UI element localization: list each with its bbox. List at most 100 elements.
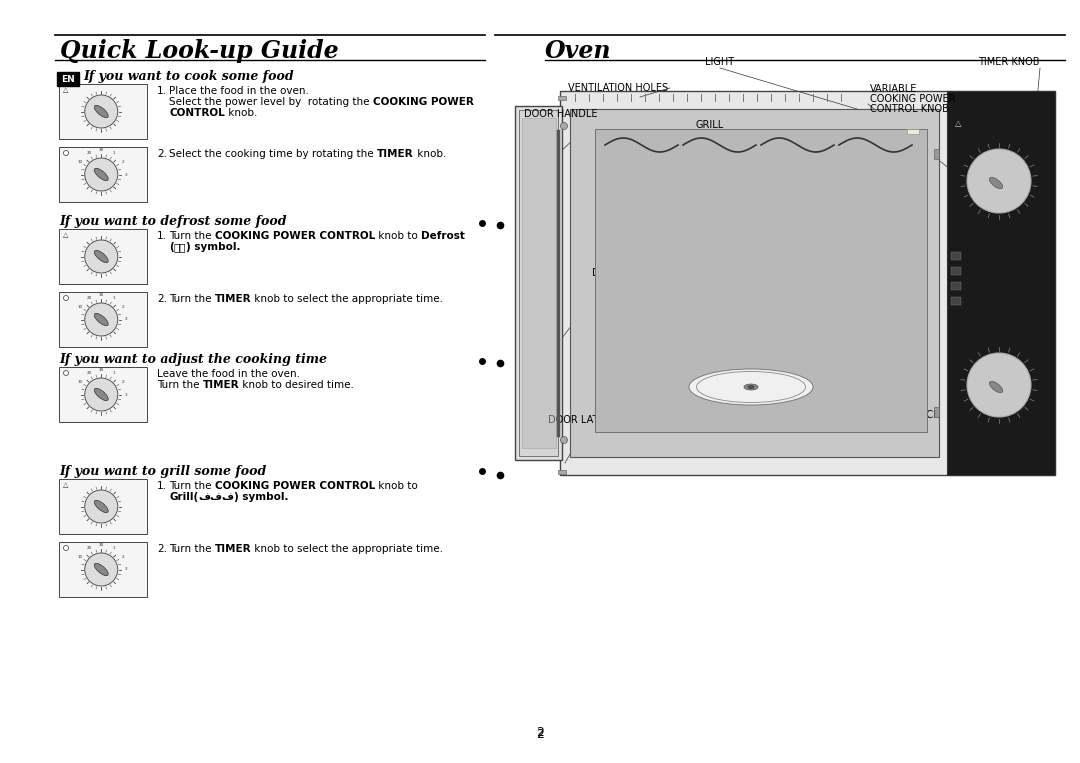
Text: Turn the: Turn the bbox=[157, 380, 203, 390]
Text: knob to: knob to bbox=[375, 231, 421, 241]
FancyBboxPatch shape bbox=[59, 147, 147, 202]
FancyBboxPatch shape bbox=[951, 252, 961, 260]
Text: 1.: 1. bbox=[157, 231, 167, 241]
Text: SAFETY INTERLOCK: SAFETY INTERLOCK bbox=[845, 410, 940, 420]
Text: Grill(: Grill( bbox=[168, 492, 199, 502]
Text: △: △ bbox=[63, 232, 68, 238]
Text: DOOR HANDLE: DOOR HANDLE bbox=[525, 109, 598, 119]
Ellipse shape bbox=[744, 384, 758, 390]
Text: TIMER: TIMER bbox=[215, 294, 252, 304]
Text: Turn the: Turn the bbox=[168, 481, 215, 491]
Text: ROLLER RING: ROLLER RING bbox=[835, 308, 901, 318]
FancyBboxPatch shape bbox=[951, 297, 961, 305]
Text: △: △ bbox=[955, 119, 961, 128]
Text: 3: 3 bbox=[124, 172, 127, 176]
Circle shape bbox=[64, 150, 68, 156]
Text: Defrost: Defrost bbox=[421, 231, 464, 241]
FancyBboxPatch shape bbox=[59, 542, 147, 597]
Text: Select the power level by  rotating the: Select the power level by rotating the bbox=[168, 97, 373, 107]
Text: TIMER KNOB: TIMER KNOB bbox=[978, 57, 1040, 67]
Text: DOOR: DOOR bbox=[592, 268, 622, 278]
FancyBboxPatch shape bbox=[57, 72, 79, 86]
FancyBboxPatch shape bbox=[907, 129, 919, 134]
Text: knob.: knob. bbox=[414, 149, 446, 159]
Text: 30: 30 bbox=[98, 148, 104, 152]
Text: 1.: 1. bbox=[157, 481, 167, 491]
Text: DOOR LATCHES: DOOR LATCHES bbox=[548, 415, 624, 425]
Text: COOKING POWER CONTROL: COOKING POWER CONTROL bbox=[215, 231, 375, 241]
Ellipse shape bbox=[748, 385, 754, 388]
Circle shape bbox=[84, 158, 118, 191]
Text: If you want to defrost some food: If you want to defrost some food bbox=[59, 215, 286, 228]
Text: 30: 30 bbox=[98, 368, 104, 372]
Text: Select the cooking time by rotating the: Select the cooking time by rotating the bbox=[168, 149, 377, 159]
Text: TIMER: TIMER bbox=[215, 544, 252, 554]
FancyBboxPatch shape bbox=[558, 470, 566, 474]
Circle shape bbox=[84, 378, 118, 411]
Text: COOKING POWER: COOKING POWER bbox=[870, 94, 956, 104]
FancyBboxPatch shape bbox=[561, 91, 1055, 475]
Text: 10: 10 bbox=[78, 555, 82, 559]
Circle shape bbox=[561, 123, 567, 130]
FancyBboxPatch shape bbox=[522, 118, 556, 448]
FancyBboxPatch shape bbox=[59, 479, 147, 534]
FancyBboxPatch shape bbox=[951, 282, 961, 290]
Text: 1: 1 bbox=[112, 546, 114, 550]
FancyBboxPatch shape bbox=[59, 229, 147, 284]
Text: 20: 20 bbox=[86, 546, 92, 550]
Text: 20: 20 bbox=[86, 151, 92, 155]
Text: knob to select the appropriate time.: knob to select the appropriate time. bbox=[252, 294, 444, 304]
Text: CONTROL: CONTROL bbox=[168, 108, 225, 118]
Text: 2.: 2. bbox=[157, 149, 167, 159]
Text: △: △ bbox=[63, 87, 68, 93]
Text: HOLES: HOLES bbox=[845, 420, 878, 430]
Text: 1: 1 bbox=[112, 371, 114, 375]
Text: knob to select the appropriate time.: knob to select the appropriate time. bbox=[252, 544, 444, 554]
Ellipse shape bbox=[94, 563, 108, 575]
Text: 1.: 1. bbox=[157, 86, 167, 96]
Text: Oven: Oven bbox=[545, 39, 611, 63]
Text: VARIABLE: VARIABLE bbox=[870, 84, 917, 94]
Text: 2: 2 bbox=[536, 728, 544, 741]
Circle shape bbox=[967, 149, 1031, 213]
Ellipse shape bbox=[94, 314, 108, 326]
Text: 10: 10 bbox=[78, 160, 82, 164]
Text: CONTROL KNOB: CONTROL KNOB bbox=[870, 104, 949, 114]
Circle shape bbox=[84, 553, 118, 586]
Text: Turn the: Turn the bbox=[168, 231, 215, 241]
Text: 3: 3 bbox=[124, 317, 127, 321]
FancyBboxPatch shape bbox=[595, 129, 927, 432]
Text: TIMER: TIMER bbox=[203, 380, 240, 390]
Ellipse shape bbox=[989, 382, 1002, 393]
Text: 2.: 2. bbox=[157, 544, 167, 554]
Text: COUPLER: COUPLER bbox=[712, 343, 758, 353]
FancyBboxPatch shape bbox=[951, 267, 961, 275]
FancyBboxPatch shape bbox=[59, 367, 147, 422]
Text: Place the food in the oven.: Place the food in the oven. bbox=[168, 86, 309, 96]
Text: Leave the food in the oven.: Leave the food in the oven. bbox=[157, 369, 300, 379]
Ellipse shape bbox=[94, 105, 108, 118]
Text: knob.: knob. bbox=[225, 108, 257, 118]
Text: If you want to grill some food: If you want to grill some food bbox=[59, 465, 267, 478]
Text: ففف: ففف bbox=[199, 492, 234, 502]
Text: COOKING POWER CONTROL: COOKING POWER CONTROL bbox=[215, 481, 375, 491]
Text: TURNTABLE: TURNTABLE bbox=[651, 423, 708, 433]
Text: 2: 2 bbox=[121, 555, 124, 559]
Text: 2: 2 bbox=[536, 726, 544, 739]
Text: GRILL: GRILL bbox=[696, 120, 724, 130]
Ellipse shape bbox=[94, 388, 108, 401]
Circle shape bbox=[84, 490, 118, 523]
Text: 10: 10 bbox=[78, 305, 82, 309]
Text: ) symbol.: ) symbol. bbox=[234, 492, 288, 502]
Text: knob to desired time.: knob to desired time. bbox=[240, 380, 354, 390]
FancyBboxPatch shape bbox=[570, 109, 939, 457]
Circle shape bbox=[84, 303, 118, 336]
Circle shape bbox=[84, 240, 118, 273]
Text: 10: 10 bbox=[78, 380, 82, 384]
Text: Turn the: Turn the bbox=[168, 544, 215, 554]
Ellipse shape bbox=[689, 369, 813, 405]
FancyBboxPatch shape bbox=[934, 407, 939, 417]
Ellipse shape bbox=[989, 177, 1002, 188]
Text: 20: 20 bbox=[86, 371, 92, 375]
Circle shape bbox=[64, 371, 68, 375]
